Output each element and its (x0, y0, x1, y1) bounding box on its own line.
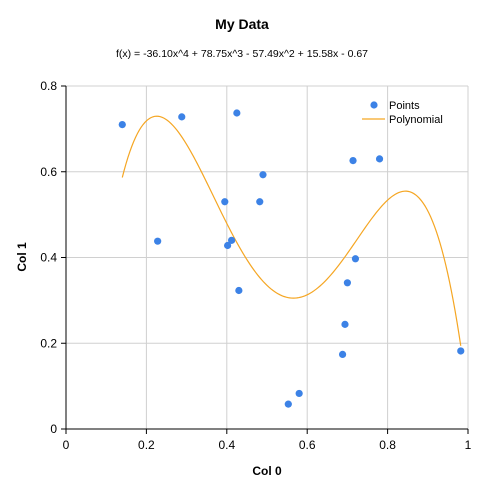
data-point (235, 286, 243, 295)
data-point (221, 198, 229, 206)
legend-points-marker (370, 101, 378, 109)
y-axis-label: Col 1 (15, 242, 29, 272)
data-point (343, 279, 351, 287)
data-point (228, 236, 236, 244)
x-tick-label: 0 (63, 438, 70, 452)
legend-polynomial-label: Polynomial (389, 114, 443, 126)
y-tick-label: 0.2 (40, 336, 57, 350)
data-point (351, 255, 360, 263)
data-point (295, 389, 303, 398)
x-axis-label: Col 0 (252, 464, 282, 478)
data-point (457, 347, 465, 355)
y-axis-ticks: 0 0.2 0.4 0.6 0.8 (40, 79, 66, 436)
x-tick-label: 1 (465, 438, 472, 452)
data-point (233, 109, 241, 117)
x-tick-label: 0.8 (379, 438, 396, 452)
data-point (256, 198, 264, 206)
data-point (178, 113, 186, 121)
legend: Points Polynomial (362, 100, 443, 126)
data-point (284, 400, 292, 408)
y-tick-label: 0.8 (40, 79, 57, 93)
data-point (224, 241, 232, 250)
data-point (118, 120, 126, 129)
x-tick-label: 0.4 (218, 438, 235, 452)
polynomial-series (121, 115, 462, 346)
chart-title: My Data (215, 16, 269, 32)
data-point (375, 155, 384, 163)
grid (66, 85, 469, 429)
y-tick-label: 0.4 (40, 251, 57, 265)
points-series (118, 109, 465, 408)
data-point (338, 350, 347, 358)
data-point (349, 157, 357, 165)
x-tick-label: 0.6 (299, 438, 316, 452)
y-tick-label: 0 (50, 422, 57, 436)
data-point (341, 320, 349, 328)
data-point (259, 171, 267, 179)
x-tick-label: 0.2 (138, 438, 155, 452)
data-point (154, 237, 162, 245)
y-tick-label: 0.6 (40, 165, 57, 179)
polynomial-curve (121, 115, 462, 346)
x-axis-ticks: 0 0.2 0.4 0.6 0.8 1 (63, 429, 472, 452)
chart-subtitle: f(x) = -36.10x^4 + 78.75x^3 - 57.49x^2 +… (116, 48, 368, 60)
legend-points-label: Points (389, 100, 420, 112)
